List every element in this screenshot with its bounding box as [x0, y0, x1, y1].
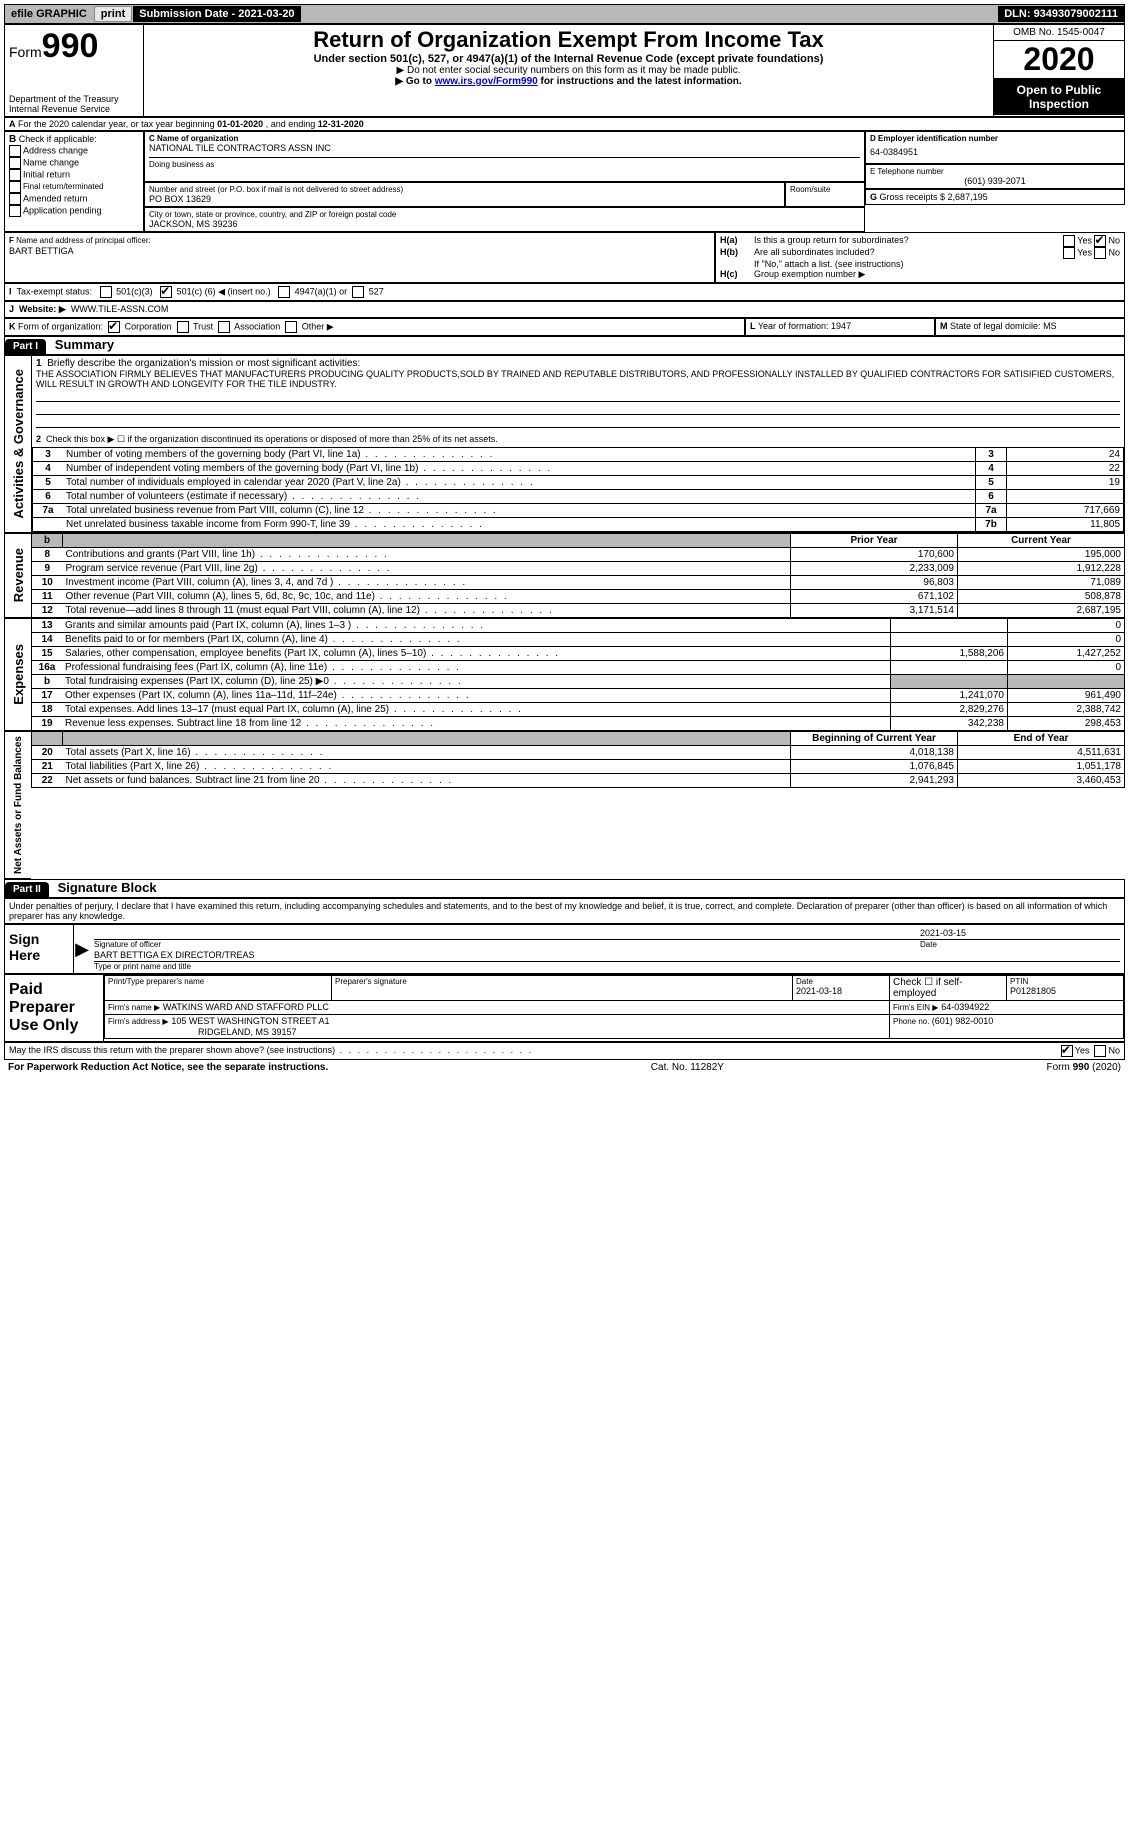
table-row: 12 Total revenue—add lines 8 through 11 …	[32, 604, 1125, 618]
table-row: 16a Professional fundraising fees (Part …	[32, 661, 1125, 675]
box-i-tax-status: I Tax-exempt status: 501(c)(3) 501(c) (6…	[4, 283, 1125, 301]
footer-form: Form 990 (2020)	[1047, 1062, 1121, 1073]
box-l: L Year of formation: 1947	[745, 318, 935, 336]
city-state-zip: JACKSON, MS 39236	[149, 219, 860, 229]
table-row: 3 Number of voting members of the govern…	[33, 448, 1124, 462]
dept-irs: Internal Revenue Service	[9, 104, 139, 114]
ein-value: 64-0384951	[870, 143, 1120, 161]
box-m: M State of legal domicile: MS	[935, 318, 1125, 336]
principal-officer: BART BETTIGA	[9, 246, 710, 256]
declaration-text: Under penalties of perjury, I declare th…	[4, 898, 1125, 924]
form-header: Form990 Department of the Treasury Inter…	[4, 24, 1125, 117]
netassets-table: Beginning of Current Year End of Year 20…	[31, 731, 1125, 788]
dba-label: Doing business as	[149, 157, 860, 169]
tax-year: 2020	[994, 41, 1124, 79]
table-row: 6 Total number of volunteers (estimate i…	[33, 490, 1124, 504]
revenue-table: b Prior Year Current Year 8 Contribution…	[31, 533, 1125, 618]
table-row: 15 Salaries, other compensation, employe…	[32, 647, 1125, 661]
pointer-icon: ▶	[74, 925, 90, 973]
table-row: b Total fundraising expenses (Part IX, c…	[32, 675, 1125, 689]
chk-address-change[interactable]: Address change	[9, 145, 139, 157]
sign-here-block: Sign Here ▶ 2021-03-15 Signature of offi…	[4, 924, 1125, 974]
submission-date-label: Submission Date - 2021-03-20	[133, 6, 300, 22]
table-row: 13 Grants and similar amounts paid (Part…	[32, 619, 1125, 633]
street-address: PO BOX 13629	[149, 194, 780, 204]
room-suite-label: Room/suite	[790, 185, 860, 194]
line2-text: Check this box ▶ ☐ if the organization d…	[46, 434, 498, 444]
table-row: Net unrelated business taxable income fr…	[33, 518, 1124, 532]
table-row: 11 Other revenue (Part VIII, column (A),…	[32, 590, 1125, 604]
chk-initial-return[interactable]: Initial return	[9, 169, 139, 181]
efile-topbar: efile GRAPHIC print Submission Date - 20…	[4, 4, 1125, 24]
table-row: 22 Net assets or fund balances. Subtract…	[32, 774, 1125, 788]
table-row: 21 Total liabilities (Part X, line 26) 1…	[32, 760, 1125, 774]
part2-tab: Part II	[5, 882, 49, 897]
form-subtitle-2: ▶ Do not enter social security numbers o…	[150, 65, 987, 76]
side-expenses: Expenses	[9, 640, 28, 709]
ag-table: 3 Number of voting members of the govern…	[32, 447, 1124, 532]
table-row: 20 Total assets (Part X, line 16) 4,018,…	[32, 746, 1125, 760]
part2-title: Signature Block	[52, 880, 157, 895]
city-label: City or town, state or province, country…	[149, 210, 860, 219]
table-row: 8 Contributions and grants (Part VIII, l…	[32, 548, 1125, 562]
irs-link[interactable]: www.irs.gov/Form990	[435, 76, 538, 87]
print-button[interactable]: print	[94, 6, 132, 22]
chk-name-change[interactable]: Name change	[9, 157, 139, 169]
side-net-assets: Net Assets or Fund Balances	[11, 732, 26, 878]
part1-title: Summary	[49, 337, 114, 352]
table-row: 17 Other expenses (Part IX, column (A), …	[32, 689, 1125, 703]
table-row: 18 Total expenses. Add lines 13–17 (must…	[32, 703, 1125, 717]
form-subtitle-3: ▶ Go to www.irs.gov/Form990 for instruct…	[150, 76, 987, 87]
table-row: 19 Revenue less expenses. Subtract line …	[32, 717, 1125, 731]
table-row: 10 Investment income (Part VIII, column …	[32, 576, 1125, 590]
paid-preparer-block: Paid Preparer Use Only Print/Type prepar…	[4, 974, 1125, 1042]
form-title: Return of Organization Exempt From Incom…	[150, 27, 987, 53]
chk-final-return[interactable]: Final return/terminated	[9, 181, 139, 193]
open-to-public: Open to Public Inspection	[994, 79, 1124, 115]
table-row: 7a Total unrelated business revenue from…	[33, 504, 1124, 518]
chk-amended[interactable]: Amended return	[9, 193, 139, 205]
box-e-label: E Telephone number	[870, 167, 1120, 176]
addr-label: Number and street (or P.O. box if mail i…	[149, 185, 780, 194]
table-row: 9 Program service revenue (Part VIII, li…	[32, 562, 1125, 576]
box-c-label: C Name of organization	[149, 134, 860, 143]
box-k: K Form of organization: Corporation Trus…	[4, 318, 745, 336]
table-row: 14 Benefits paid to or for members (Part…	[32, 633, 1125, 647]
box-j-website: J Website: ▶ WWW.TILE-ASSN.COM	[4, 301, 1125, 318]
box-d-label: D Employer identification number	[870, 134, 1120, 143]
dept-treasury: Department of the Treasury	[9, 94, 139, 104]
form-subtitle-1: Under section 501(c), 527, or 4947(a)(1)…	[150, 53, 987, 65]
omb-number: OMB No. 1545-0047	[994, 25, 1124, 41]
footer-cat: Cat. No. 11282Y	[651, 1062, 724, 1073]
dln-label: DLN: 93493079002111	[998, 6, 1124, 22]
part1-tab: Part I	[5, 339, 46, 354]
table-row: 5 Total number of individuals employed i…	[33, 476, 1124, 490]
line-a-period: A For the 2020 calendar year, or tax yea…	[4, 117, 1125, 131]
mission-text: THE ASSOCIATION FIRMLY BELIEVES THAT MAN…	[36, 369, 1120, 389]
form-number: Form990	[9, 27, 139, 66]
efile-label: efile GRAPHIC	[5, 6, 93, 22]
discuss-row: May the IRS discuss this return with the…	[4, 1042, 1125, 1060]
org-name: NATIONAL TILE CONTRACTORS ASSN INC	[149, 143, 860, 153]
phone-value: (601) 939-2071	[870, 176, 1120, 186]
footer-left: For Paperwork Reduction Act Notice, see …	[8, 1062, 328, 1073]
box-g: G Gross receipts $ 2,687,195	[865, 189, 1125, 205]
chk-app-pending[interactable]: Application pending	[9, 205, 139, 217]
line1-label: Briefly describe the organization's miss…	[47, 358, 360, 369]
box-h: H(a) Is this a group return for subordin…	[715, 232, 1125, 283]
identity-grid: B Check if applicable: Address change Na…	[4, 131, 1125, 232]
table-row: 4 Number of independent voting members o…	[33, 462, 1124, 476]
sig-date: 2021-03-15	[920, 928, 1120, 938]
side-revenue: Revenue	[9, 544, 28, 606]
side-activities-governance: Activities & Governance	[9, 365, 28, 523]
officer-name-title: BART BETTIGA EX DIRECTOR/TREAS	[94, 950, 255, 960]
expenses-table: 13 Grants and similar amounts paid (Part…	[31, 618, 1125, 731]
